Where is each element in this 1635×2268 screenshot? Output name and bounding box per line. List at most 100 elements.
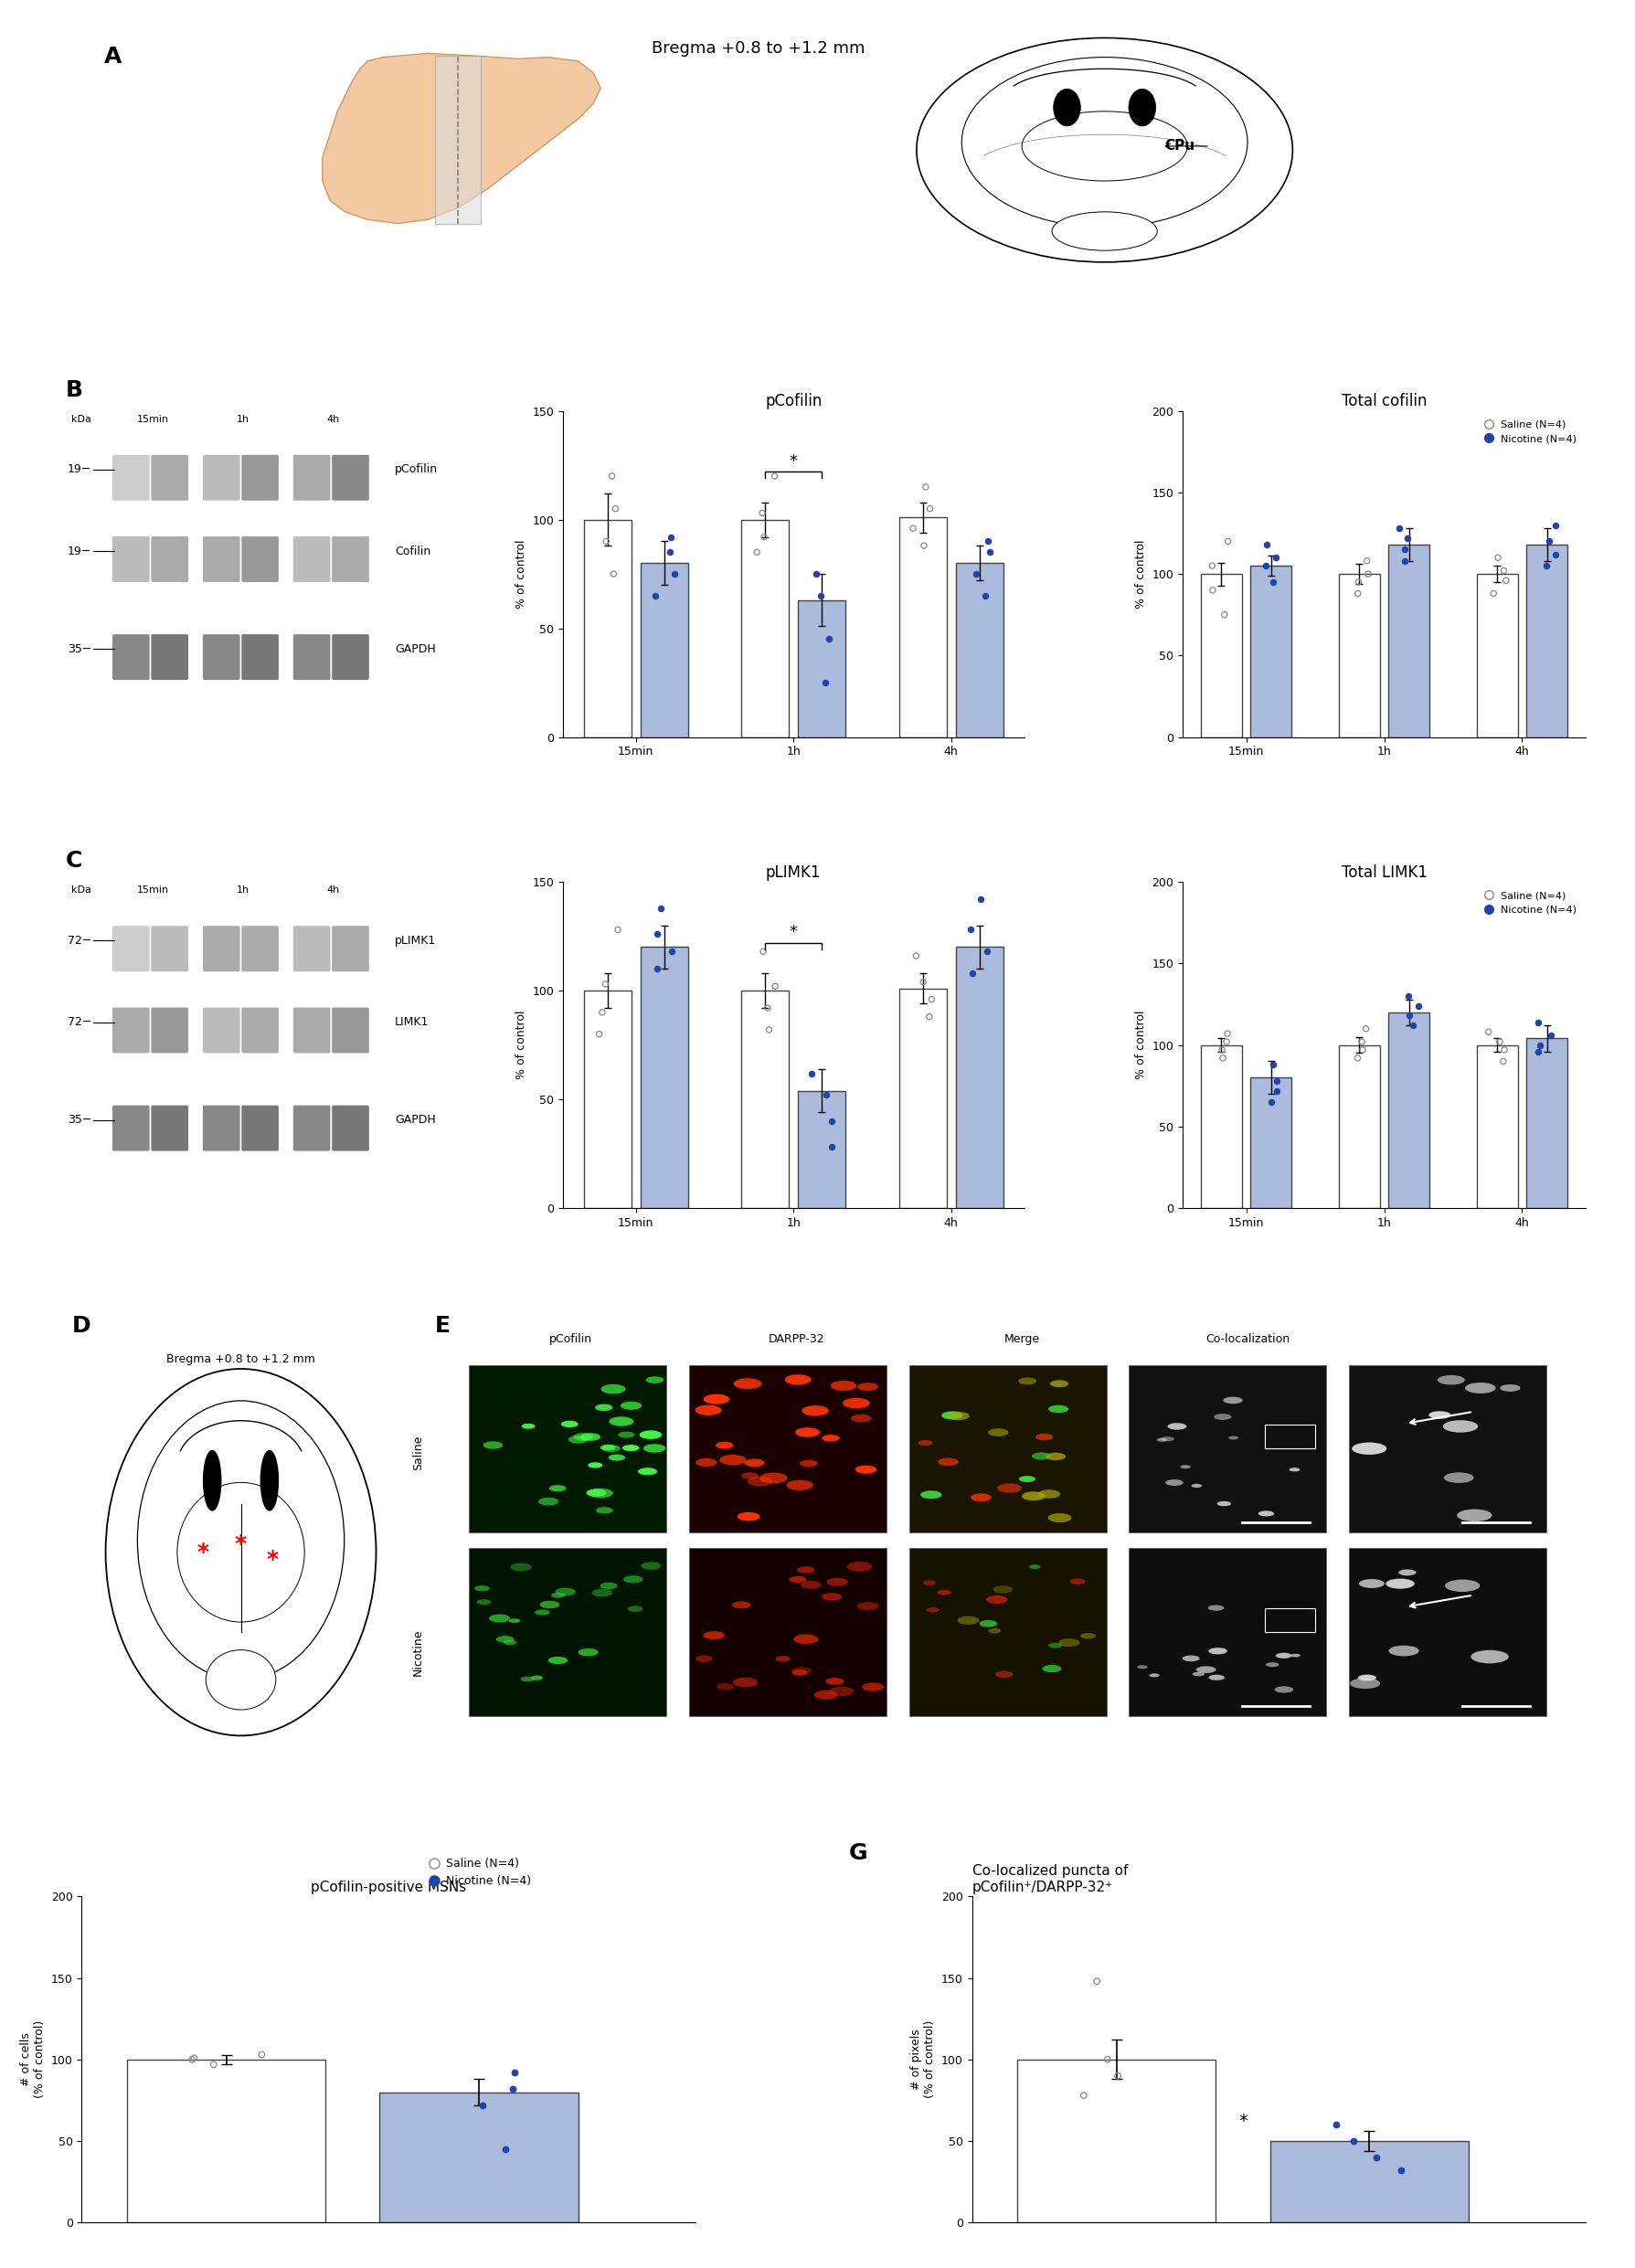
Ellipse shape: [595, 1404, 613, 1411]
Ellipse shape: [1180, 1465, 1190, 1470]
Ellipse shape: [1019, 1377, 1037, 1386]
Point: [762, 458, 788, 494]
FancyBboxPatch shape: [1349, 1365, 1547, 1533]
Ellipse shape: [1444, 1472, 1473, 1483]
Ellipse shape: [477, 1599, 490, 1606]
Point: [974, 524, 1001, 560]
Bar: [1339, 574, 1380, 737]
Ellipse shape: [744, 1458, 765, 1467]
Text: B: B: [65, 379, 83, 401]
Ellipse shape: [592, 1590, 613, 1597]
Ellipse shape: [137, 1402, 345, 1681]
Y-axis label: % of control: % of control: [515, 540, 526, 608]
Point: [1525, 1005, 1552, 1041]
Ellipse shape: [796, 1567, 814, 1574]
Text: *: *: [235, 1533, 247, 1556]
Point: [201, 2046, 227, 2082]
Point: [816, 621, 842, 658]
Ellipse shape: [997, 1483, 1022, 1492]
Ellipse shape: [620, 1402, 643, 1411]
Ellipse shape: [1213, 1413, 1231, 1420]
Text: C: C: [65, 850, 82, 873]
FancyBboxPatch shape: [1130, 1365, 1326, 1533]
Text: 19−: 19−: [67, 544, 92, 558]
Ellipse shape: [1136, 1665, 1148, 1669]
Point: [1323, 2107, 1349, 2143]
Point: [1346, 565, 1372, 601]
Ellipse shape: [917, 39, 1293, 263]
Text: CPu: CPu: [1164, 138, 1195, 152]
Ellipse shape: [623, 1576, 643, 1583]
FancyBboxPatch shape: [332, 1007, 370, 1052]
Ellipse shape: [695, 1458, 718, 1467]
FancyBboxPatch shape: [150, 925, 188, 971]
Ellipse shape: [628, 1606, 643, 1613]
Point: [1259, 1084, 1285, 1120]
Point: [592, 966, 618, 1002]
Ellipse shape: [958, 1617, 979, 1624]
Ellipse shape: [1259, 1510, 1274, 1517]
Point: [1198, 547, 1225, 583]
Ellipse shape: [695, 1656, 713, 1662]
FancyBboxPatch shape: [242, 635, 278, 680]
Ellipse shape: [919, 1440, 932, 1445]
Ellipse shape: [741, 1472, 759, 1479]
Ellipse shape: [551, 1592, 566, 1599]
Ellipse shape: [857, 1383, 878, 1390]
Ellipse shape: [719, 1454, 746, 1465]
Ellipse shape: [1161, 1436, 1174, 1440]
FancyBboxPatch shape: [332, 925, 370, 971]
Ellipse shape: [206, 1649, 276, 1710]
Ellipse shape: [1208, 1647, 1228, 1653]
Ellipse shape: [595, 1506, 613, 1513]
Ellipse shape: [1290, 1653, 1300, 1658]
Point: [1527, 1027, 1553, 1064]
Ellipse shape: [1069, 1579, 1086, 1585]
Ellipse shape: [589, 1488, 613, 1497]
Ellipse shape: [1019, 1476, 1035, 1483]
Ellipse shape: [474, 1585, 490, 1592]
Ellipse shape: [760, 1472, 788, 1483]
Point: [1491, 1032, 1517, 1068]
Point: [1355, 556, 1382, 592]
Ellipse shape: [695, 1404, 721, 1415]
Text: Cofilin: Cofilin: [396, 544, 430, 558]
Point: [755, 1012, 782, 1048]
Point: [1542, 535, 1568, 572]
Ellipse shape: [600, 1583, 618, 1590]
Ellipse shape: [587, 1488, 607, 1497]
FancyBboxPatch shape: [332, 1105, 370, 1150]
Bar: [899, 517, 947, 737]
Text: 1h: 1h: [237, 887, 250, 896]
Point: [1534, 547, 1560, 583]
Text: *: *: [196, 1542, 209, 1563]
Text: GAPDH: GAPDH: [396, 1114, 437, 1125]
Point: [1200, 572, 1226, 608]
Bar: [1017, 2059, 1216, 2223]
Text: 35−: 35−: [67, 1114, 92, 1125]
FancyBboxPatch shape: [242, 1105, 278, 1150]
Point: [1071, 2077, 1097, 2114]
Text: 4h: 4h: [327, 415, 340, 424]
Point: [1395, 978, 1421, 1014]
Point: [469, 2087, 495, 2123]
Ellipse shape: [1053, 88, 1081, 127]
Y-axis label: % of control: % of control: [515, 1012, 526, 1080]
Ellipse shape: [1351, 1678, 1380, 1690]
FancyBboxPatch shape: [293, 456, 330, 501]
Point: [750, 934, 777, 971]
Bar: [1270, 2141, 1468, 2223]
Point: [1481, 576, 1507, 612]
Bar: [1200, 574, 1243, 737]
Ellipse shape: [1022, 1492, 1045, 1501]
Point: [1215, 1016, 1241, 1052]
Point: [1264, 1073, 1290, 1109]
Ellipse shape: [732, 1678, 759, 1687]
Point: [968, 880, 994, 916]
FancyBboxPatch shape: [113, 538, 149, 583]
Text: Nicotine: Nicotine: [412, 1628, 423, 1676]
Ellipse shape: [608, 1418, 633, 1427]
Ellipse shape: [484, 1440, 504, 1449]
Ellipse shape: [623, 1445, 639, 1452]
Text: 19−: 19−: [67, 463, 92, 476]
